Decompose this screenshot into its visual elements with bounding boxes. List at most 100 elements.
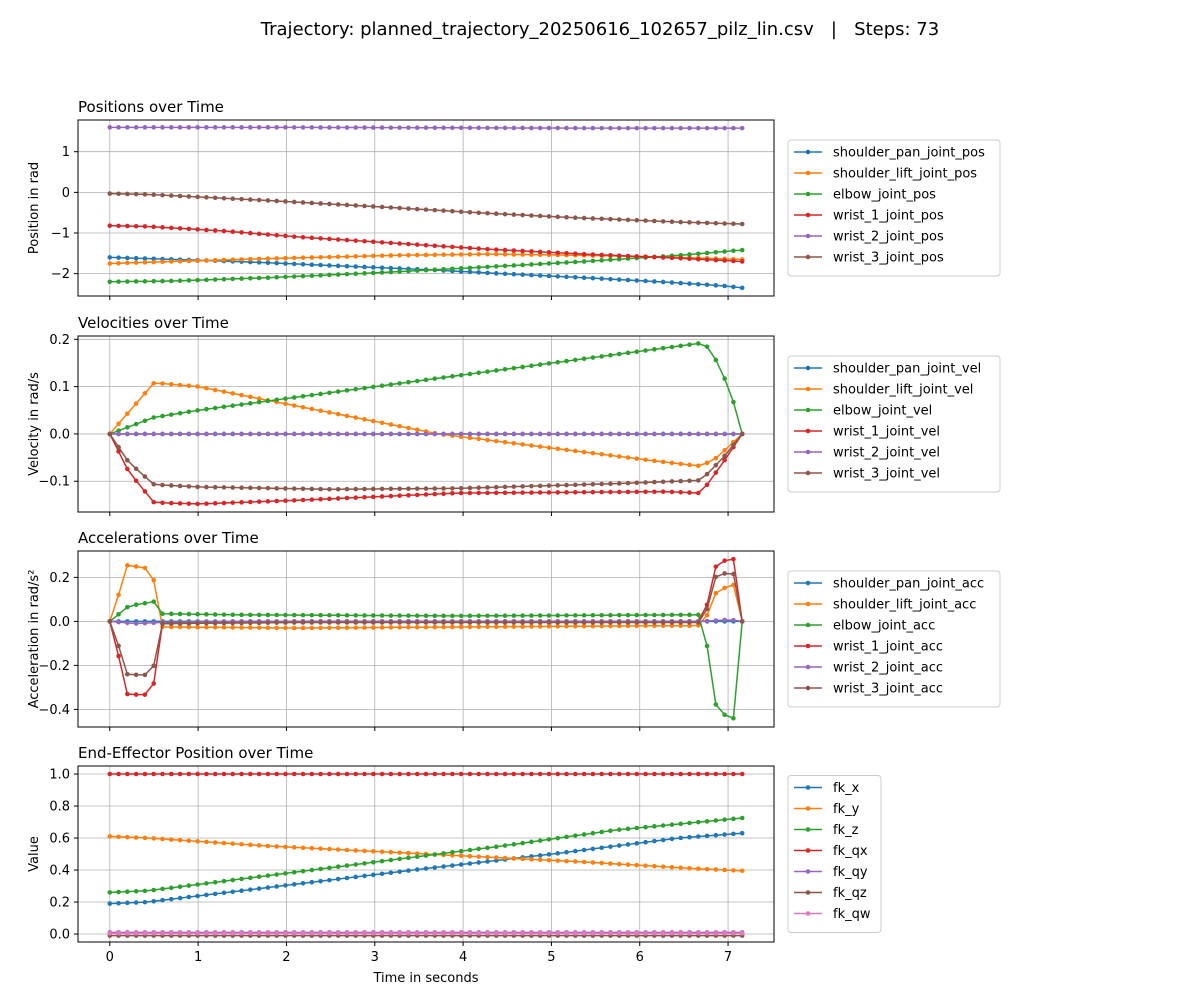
series-wrist-1-joint-pos xyxy=(107,223,745,264)
data-point xyxy=(265,125,271,130)
data-point xyxy=(406,771,411,777)
legend-label: shoulder_pan_joint_vel xyxy=(833,362,981,377)
data-point xyxy=(335,496,341,501)
legend-marker xyxy=(805,601,811,607)
data-point xyxy=(643,612,648,618)
data-point xyxy=(248,930,253,936)
legend-label: wrist_1_joint_vel xyxy=(833,425,940,440)
data-point xyxy=(116,653,121,659)
legend-box xyxy=(787,139,1001,277)
data-point xyxy=(511,484,517,489)
data-point xyxy=(678,461,684,467)
data-point xyxy=(599,451,604,457)
data-point xyxy=(476,771,482,777)
data-point xyxy=(608,276,613,282)
data-point xyxy=(133,401,139,406)
data-point xyxy=(520,613,525,618)
y-tick-label: 0.1 xyxy=(49,380,70,395)
data-point xyxy=(168,125,174,130)
data-point xyxy=(239,620,244,626)
data-point xyxy=(634,431,640,437)
data-point xyxy=(309,845,315,851)
legend-label: fk_qz xyxy=(833,886,867,901)
data-point xyxy=(485,485,490,490)
data-point xyxy=(493,844,499,850)
data-point xyxy=(274,232,279,238)
data-point xyxy=(388,857,394,863)
data-point xyxy=(371,620,376,625)
data-point xyxy=(669,125,675,131)
data-point xyxy=(353,203,359,208)
data-point xyxy=(291,125,297,130)
data-point xyxy=(695,612,701,618)
data-point xyxy=(406,431,411,437)
data-point xyxy=(573,482,578,488)
data-point xyxy=(283,401,288,407)
data-point xyxy=(625,623,631,629)
data-point xyxy=(652,620,657,625)
data-point xyxy=(362,494,367,500)
data-point xyxy=(265,275,271,281)
data-point xyxy=(353,613,359,618)
data-point xyxy=(116,279,121,284)
data-point xyxy=(616,861,622,867)
data-point xyxy=(520,431,525,437)
data-point xyxy=(608,930,613,936)
data-point xyxy=(318,930,323,936)
data-point xyxy=(652,347,657,352)
data-point xyxy=(652,479,657,485)
data-point xyxy=(652,771,657,777)
data-point xyxy=(248,276,253,281)
data-point xyxy=(256,485,262,491)
data-point xyxy=(450,863,455,868)
data-point xyxy=(581,482,587,487)
data-point xyxy=(502,624,508,629)
data-point xyxy=(221,404,227,410)
data-point xyxy=(379,431,385,437)
data-point xyxy=(414,854,420,860)
data-point xyxy=(186,258,192,264)
legend-marker xyxy=(805,254,811,260)
data-point xyxy=(458,848,464,854)
data-point xyxy=(230,276,236,282)
data-point xyxy=(344,237,350,243)
data-point xyxy=(608,252,613,258)
legend-label: elbow_joint_vel xyxy=(833,404,932,419)
data-point xyxy=(573,771,578,777)
data-point xyxy=(327,486,332,492)
data-point xyxy=(406,241,411,247)
data-point xyxy=(520,262,525,268)
data-point xyxy=(616,612,622,618)
data-point xyxy=(493,490,499,496)
data-point xyxy=(335,237,341,242)
data-point xyxy=(274,275,279,280)
y-axis-label: Value xyxy=(27,836,42,872)
data-point xyxy=(397,205,402,211)
data-point xyxy=(344,863,350,868)
data-point xyxy=(125,691,130,697)
data-point xyxy=(608,489,613,495)
data-point xyxy=(195,839,200,844)
data-point xyxy=(239,431,244,437)
data-point xyxy=(555,359,561,365)
data-point xyxy=(608,352,613,358)
data-point xyxy=(493,438,499,444)
data-point xyxy=(450,491,455,496)
data-point xyxy=(344,413,350,419)
data-point xyxy=(283,125,288,130)
data-point xyxy=(379,930,385,936)
data-point xyxy=(379,253,385,258)
data-point xyxy=(529,262,534,267)
data-point xyxy=(625,620,631,625)
data-point xyxy=(177,624,183,630)
data-point xyxy=(300,880,306,886)
data-point xyxy=(309,431,315,437)
data-point xyxy=(204,431,209,437)
legend-box xyxy=(787,570,1001,708)
data-point xyxy=(687,281,692,286)
data-point xyxy=(353,254,359,259)
data-point xyxy=(168,771,174,777)
data-point xyxy=(107,901,113,906)
data-point xyxy=(371,859,376,865)
data-point xyxy=(371,771,376,777)
